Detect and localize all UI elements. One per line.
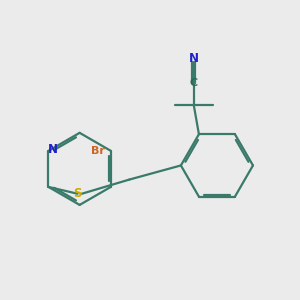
Text: N: N	[47, 142, 58, 156]
Text: C: C	[190, 78, 198, 88]
Text: N: N	[189, 52, 199, 65]
Text: Br: Br	[91, 146, 105, 156]
Text: S: S	[74, 187, 82, 200]
